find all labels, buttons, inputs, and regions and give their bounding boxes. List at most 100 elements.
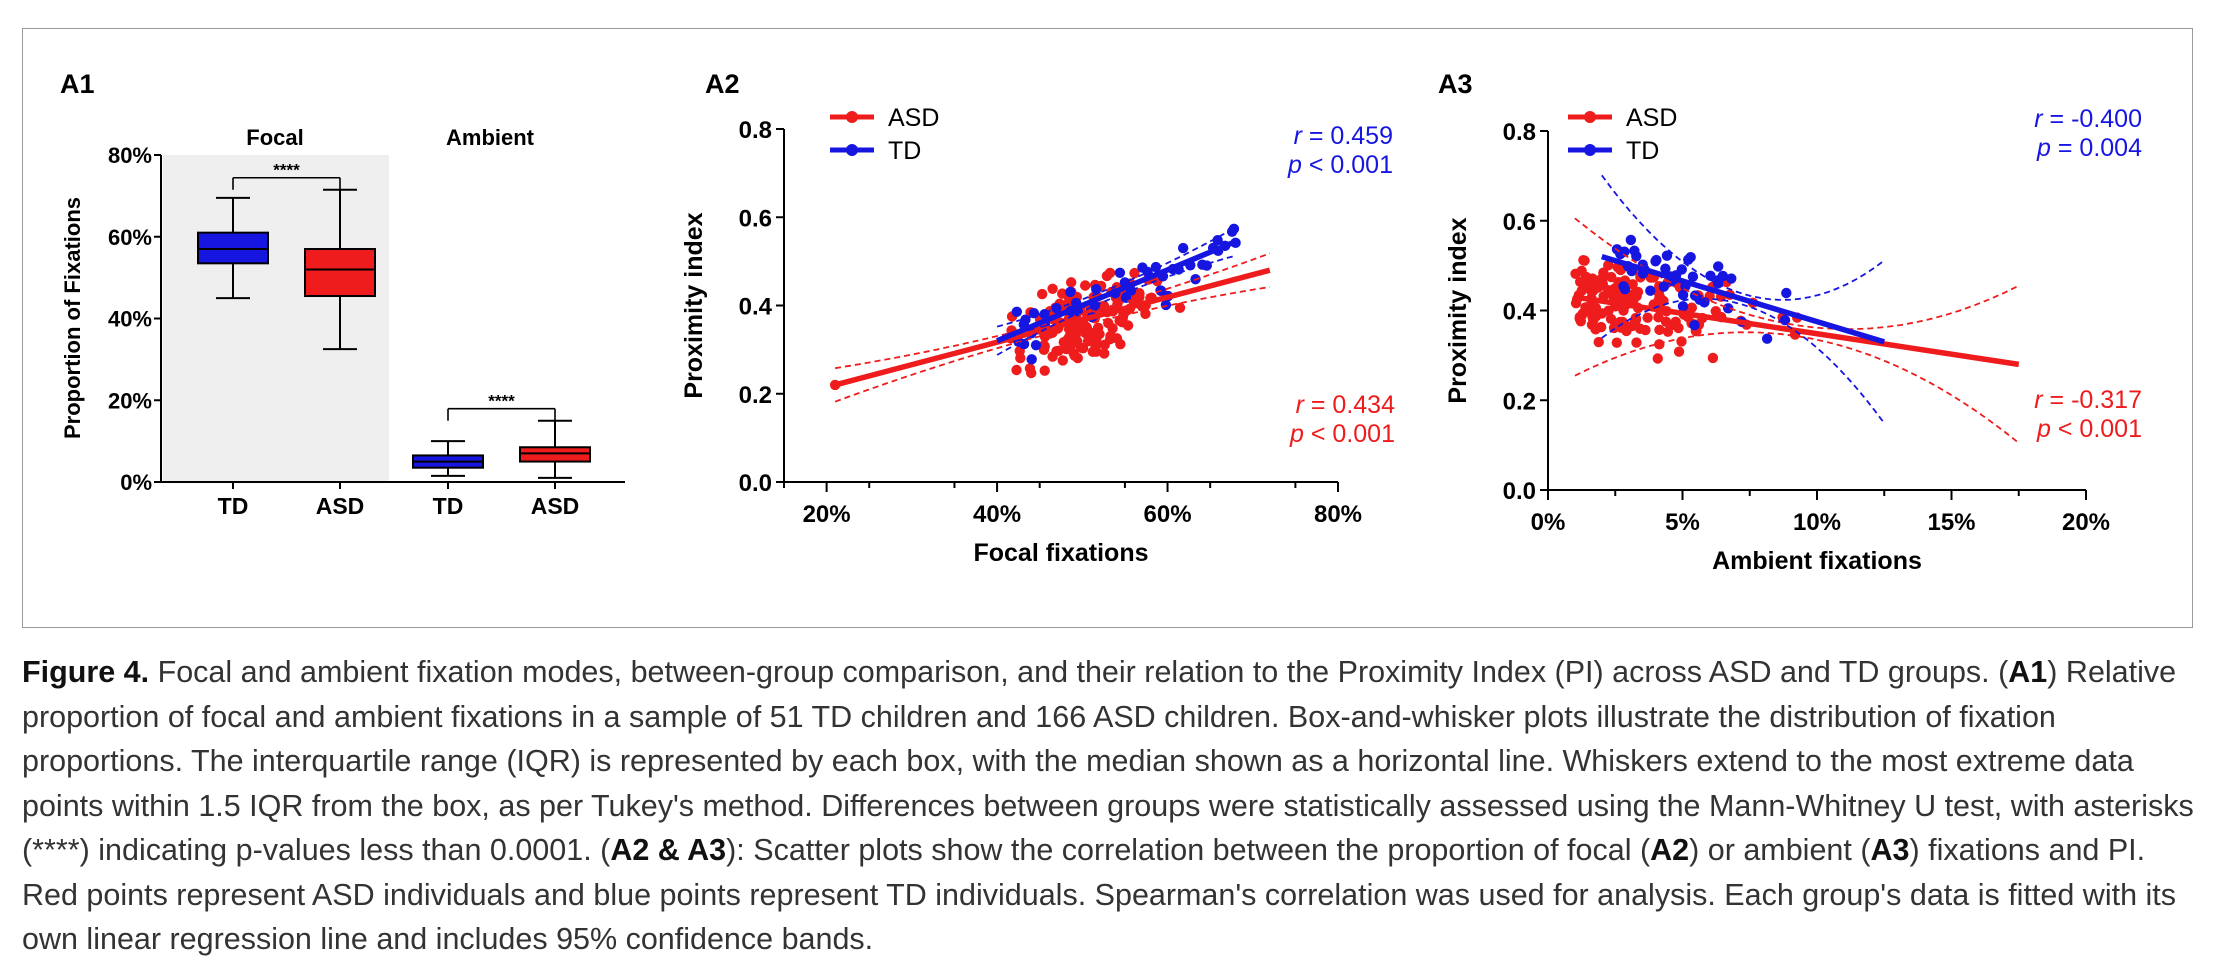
caption-text-1: Focal and ambient fixation modes, betwee… (149, 655, 2009, 689)
A3-point-asd (1570, 268, 1581, 279)
a1-sig-stars: **** (488, 392, 515, 411)
A2-point-asd (1036, 288, 1048, 300)
A2-point-td (1065, 286, 1076, 298)
a1-group-label: Ambient (446, 125, 535, 150)
A3-point-asd (1597, 278, 1609, 290)
a1-box (519, 446, 591, 463)
A2-point-td (1011, 306, 1023, 317)
figure-frame (22, 28, 2193, 628)
A2-point-asd (1079, 280, 1091, 291)
a1-y-tick-label: 60% (108, 225, 152, 250)
A2-point-asd (1011, 364, 1022, 376)
A2-r-annotation-asd: r = 0.434 (1296, 391, 1395, 419)
A3-fit-line-td (1601, 254, 1886, 345)
A3-y-tick-label: 0.2 (1503, 388, 1536, 415)
a1-group-label: Focal (246, 125, 303, 150)
A2-point-td (1212, 234, 1223, 246)
A3-point-td (1619, 284, 1631, 295)
A3-point-asd (1652, 353, 1663, 364)
A2-point-td (1030, 339, 1042, 351)
A2-y-tick-label: 0.0 (739, 470, 772, 497)
A3-legend-label: ASD (1626, 104, 1677, 132)
A3-point-asd (1578, 254, 1589, 266)
A3-r-annotation-asd: r = -0.317 (2034, 386, 2142, 414)
A2-point-td (1177, 242, 1189, 254)
A3-p-annotation-td: p = 0.004 (2036, 134, 2142, 162)
A2-y-tick-label: 0.8 (739, 117, 772, 144)
A3-point-td (1726, 273, 1737, 284)
A2-ci-band-td (996, 254, 1236, 356)
A3-fit-line-asd (1574, 294, 2020, 368)
A3-point-asd (1631, 337, 1642, 348)
A3-point-td (1645, 285, 1656, 296)
A3-x-axis-label: Ambient fixations (1712, 547, 1922, 575)
a1-y-tick-label: 40% (108, 307, 152, 332)
A3-p-annotation-asd: p < 0.001 (2036, 415, 2142, 443)
A2-y-axis-label: Proximity index (680, 212, 708, 398)
A2-point-asd (1134, 290, 1145, 302)
A3-point-asd (1673, 346, 1685, 357)
A2-y-tick-label: 0.2 (739, 382, 772, 409)
A2-x-axis-label: Focal fixations (973, 539, 1148, 567)
A2-point-asd (1075, 342, 1087, 353)
A3-point-td (1661, 250, 1673, 261)
A3-y-tick-label: 0.8 (1503, 119, 1536, 146)
A2-point-asd (1072, 352, 1083, 364)
A2-point-asd (1057, 288, 1068, 299)
A3-point-td (1677, 301, 1689, 312)
A3-legend-label: TD (1626, 137, 1659, 165)
A3-legend-marker (1584, 144, 1596, 156)
A2-point-asd (1015, 352, 1026, 364)
A3-point-asd (1575, 276, 1586, 288)
A2-point-asd (1082, 335, 1094, 347)
A2-point-asd (1051, 345, 1062, 357)
A3-point-td (1631, 250, 1642, 262)
caption-bold-a1: A1 (2008, 655, 2048, 689)
A2-point-asd (1094, 328, 1105, 340)
A3-legend-marker (1584, 111, 1596, 123)
A3-point-asd (1660, 316, 1672, 327)
A2-y-tick-label: 0.6 (739, 205, 772, 232)
A3-point-asd (1603, 305, 1614, 316)
A2-point-asd (1107, 323, 1118, 334)
A2-x-tick-label: 40% (973, 501, 1021, 528)
A2-point-td (1091, 284, 1102, 295)
caption-text-5: ) fixations and PI. Red points represent… (22, 833, 2177, 956)
A3-point-asd (1673, 322, 1684, 334)
A3-point-asd (1632, 286, 1644, 298)
A2-point-asd (1087, 346, 1099, 358)
A2-point-asd (1080, 327, 1091, 339)
A2-point-asd (1057, 355, 1068, 366)
A2-ci-band-asd (834, 252, 1271, 370)
A3-point-asd (1629, 316, 1641, 327)
a1-y-tick-label: 80% (108, 143, 152, 168)
A3-x-tick-label: 5% (1665, 509, 1700, 536)
A2-point-asd (1047, 283, 1058, 294)
A3-point-td (1677, 289, 1689, 301)
A3-point-td (1713, 261, 1724, 272)
A2-point-asd (1065, 330, 1076, 341)
caption-text-2: ) Relative proportion of focal and ambie… (22, 655, 2194, 867)
A3-point-asd (1606, 271, 1617, 283)
A3-x-tick-label: 10% (1793, 509, 1841, 536)
A2-p-annotation-td: p < 0.001 (1287, 151, 1393, 179)
a1-y-axis-label: Proportion of Fixations (60, 197, 85, 439)
a1-sig-stars: **** (273, 161, 300, 180)
A3-point-asd (1654, 324, 1665, 336)
panel-label-a2: A2 (705, 69, 740, 99)
panel-label-a1: A1 (60, 69, 95, 99)
A2-ci-band-td (996, 226, 1237, 328)
A2-point-asd (1116, 316, 1128, 328)
A3-y-axis-label: Proximity index (1444, 217, 1472, 403)
A3-point-td (1781, 287, 1792, 299)
panel-label-a3: A3 (1438, 69, 1473, 99)
A3-point-asd (1590, 302, 1602, 314)
A3-point-asd (1707, 352, 1719, 364)
A3-y-tick-label: 0.6 (1503, 209, 1536, 236)
A3-point-asd (1662, 326, 1674, 337)
A3-point-td (1687, 271, 1699, 282)
A2-point-td (1226, 226, 1238, 237)
A2-point-asd (1174, 302, 1186, 314)
A3-point-td (1689, 320, 1700, 331)
A3-r-annotation-td: r = -0.400 (2034, 105, 2142, 133)
